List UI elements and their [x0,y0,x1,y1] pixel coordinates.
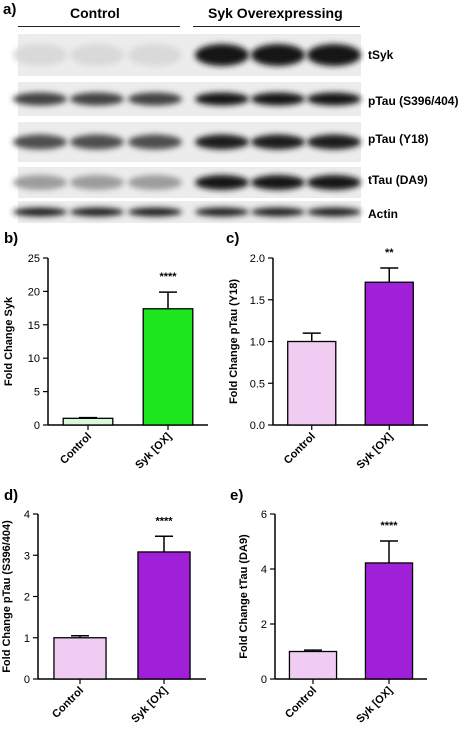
blot-band [251,175,305,190]
chart-panel: c) 0.0 0.5 1.0 1.5 2.0 Fold Change pTau (Y18) C… [226,230,428,472]
chart-panel: d) 0 1 2 3 4 Fold Change pTau (S396/404) Contro… [1,487,206,726]
panel-letter: c) [226,230,239,247]
significance-label: **** [155,515,173,527]
blot-band [195,134,249,150]
panel-letter-a: a) [3,1,17,18]
bar [287,340,337,426]
y-tick-label: 1.5 [250,295,265,307]
blot-band [70,134,124,150]
significance-label: **** [159,271,177,283]
band-label-ttau: tTau (DA9) [368,173,428,187]
y-tick-label: 2 [24,592,30,604]
bar [364,281,414,426]
chart-panel: e) 0 2 4 6 Fold Change tTau (DA9) Control Syk [… [230,487,427,726]
y-axis-label: Fold Change pTau (S396/404) [1,520,13,673]
blot-band [128,207,182,217]
bar [137,551,191,680]
band-label-ptau-s396: pTau (S396/404) [368,94,459,108]
blot-band [307,175,361,190]
panel-letter: b) [4,230,18,247]
x-tick-label: Control [58,431,94,467]
x-tick-label: Syk [OX] [133,430,174,471]
y-tick-label: 6 [261,509,267,521]
blot-band [195,44,249,66]
blot-band [128,44,182,66]
x-tick-label: Syk [OX] [129,684,170,725]
blot-band [13,44,67,66]
band-label-tsyk: tSyk [368,48,394,62]
x-tick-label: Control [283,685,319,721]
y-tick-label: 5 [34,387,40,399]
blot-band [70,207,124,217]
y-tick-label: 15 [28,320,40,332]
y-tick-label: 0.0 [250,420,265,432]
y-axis-label: Fold Change Syk [3,296,15,386]
western-blot-panel: a) Control Syk Overexpressing tSyk pTau … [0,0,472,226]
bar [142,308,194,426]
panel-letter: d) [4,487,18,504]
blot-band [13,175,67,190]
group-label-control: Control [70,5,120,21]
blot-band [13,134,67,150]
y-tick-label: 2 [261,619,267,631]
blot-band [70,44,124,66]
group-label-syk-ox: Syk Overexpressing [208,5,343,21]
bar [364,562,414,680]
blot-band [128,134,182,150]
x-tick-label: Syk [OX] [354,684,395,725]
bar [53,637,107,680]
band-label-ptau-y18: pTau (Y18) [368,132,429,146]
y-tick-label: 3 [24,550,30,562]
blot-band [195,92,249,106]
blot-band [251,92,305,106]
y-axis-label: Fold Change pTau (Y18) [228,279,240,404]
blot-band [251,207,305,217]
y-tick-label: 10 [28,353,40,365]
y-tick-label: 1.0 [250,337,265,349]
y-tick-label: 2.0 [250,253,265,265]
blot-band [307,92,361,106]
y-tick-label: 4 [24,509,30,521]
bar [62,417,114,426]
significance-label: ** [385,247,394,259]
y-tick-label: 0 [261,674,267,686]
y-tick-label: 1 [24,633,30,645]
y-tick-label: 25 [28,253,40,265]
blot-band [13,207,67,217]
blot-band [251,44,305,66]
y-tick-label: 0 [24,674,30,686]
blot-band [70,175,124,190]
blot-band [13,92,67,106]
y-tick-label: 0 [34,420,40,432]
blot-band [128,92,182,106]
blot-band [251,134,305,150]
bar [288,650,338,680]
blot-band [307,44,361,66]
blot-image [13,34,361,223]
chart-panel: b) 0 5 10 15 20 25 Fold Change Syk Control Syk [O… [3,230,208,472]
y-tick-label: 0.5 [250,378,265,390]
panel-letter: e) [230,487,243,504]
y-tick-label: 20 [28,286,40,298]
blot-band [128,175,182,190]
blot-band [307,207,361,217]
group-line-control [18,26,180,27]
significance-label: **** [380,520,398,532]
y-tick-label: 4 [261,564,267,576]
blot-band [195,175,249,190]
band-label-actin: Actin [368,207,398,221]
y-axis-label: Fold Change tTau (DA9) [238,534,250,659]
group-line-syk-ox [193,26,360,27]
blot-band [195,207,249,217]
x-tick-label: Control [50,685,86,721]
blot-strip [18,201,361,223]
x-tick-label: Control [282,431,318,467]
blot-band [307,134,361,150]
x-tick-label: Syk [OX] [354,430,395,471]
blot-band [70,92,124,106]
